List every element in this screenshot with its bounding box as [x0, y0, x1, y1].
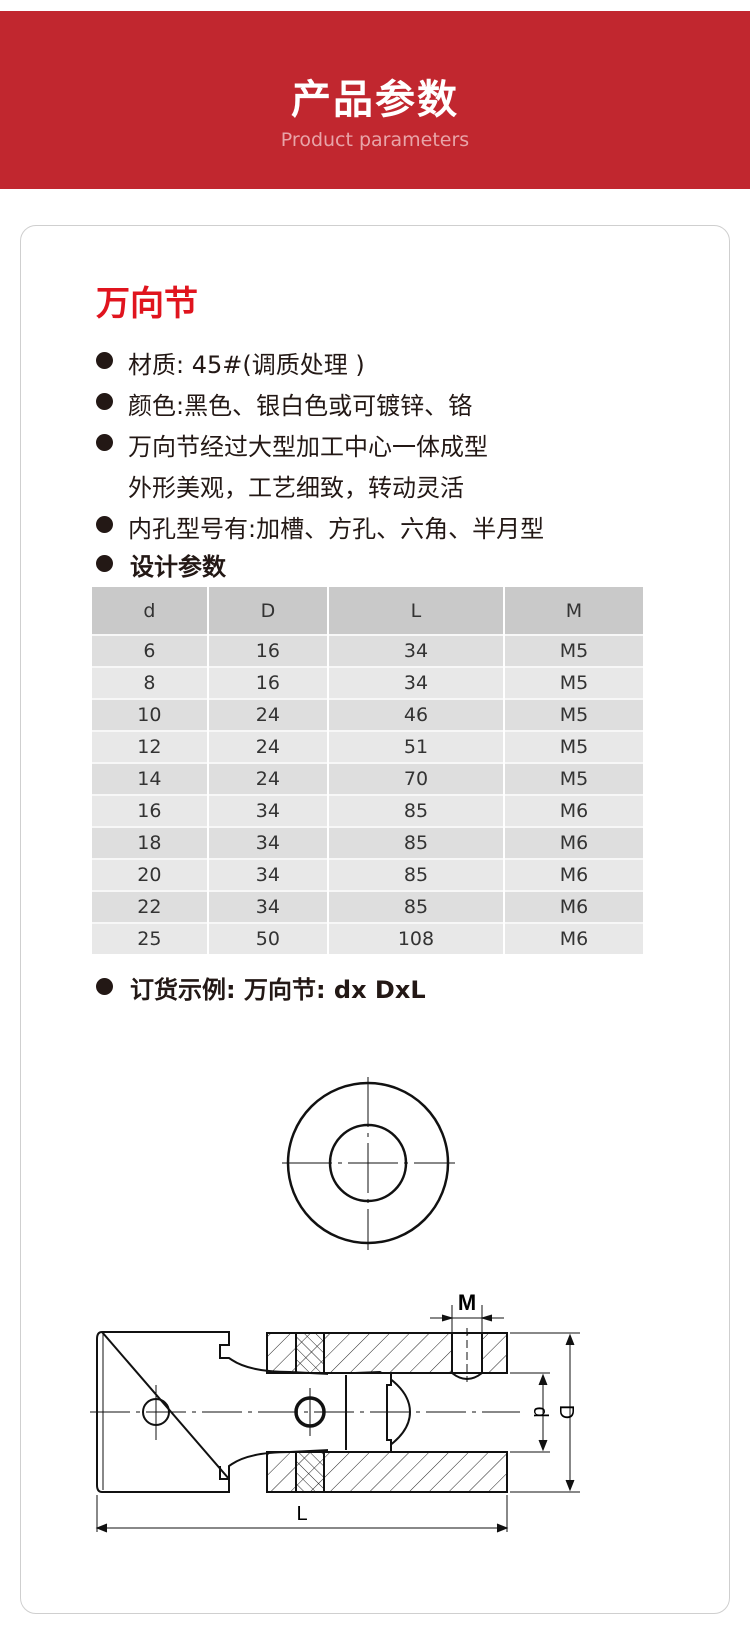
column-header-m: M — [503, 587, 646, 635]
label-d: d — [529, 1406, 551, 1417]
page-subtitle: Product parameters — [280, 129, 470, 151]
table-cell: 16 — [207, 666, 330, 699]
bullet-material: 材质: 45#(调质处理 ) — [128, 351, 365, 379]
dimension-lines — [95, 1305, 580, 1533]
table-cell: 8 — [92, 666, 209, 699]
table-cell: 25 — [92, 922, 209, 954]
table-cell: M6 — [503, 826, 646, 859]
table-cell: 16 — [92, 794, 209, 827]
table-row: 12 24 51 M5 — [92, 730, 646, 763]
table-row: 25 50 108 M6 — [92, 922, 646, 954]
table-cell: 34 — [207, 890, 330, 923]
table-cell: M5 — [503, 762, 646, 795]
table-cell: 34 — [207, 794, 330, 827]
table-cell: 24 — [207, 698, 330, 731]
bullet-color: 颜色:黑色、银白色或可镀锌、铬 — [128, 392, 473, 420]
table-row: 14 24 70 M5 — [92, 762, 646, 795]
table-row: 6 16 34 M5 — [92, 634, 646, 667]
column-header-d: d — [92, 587, 209, 635]
table-cell: 85 — [328, 858, 505, 891]
label-D: D — [555, 1405, 577, 1419]
table-row: 18 34 85 M6 — [92, 826, 646, 859]
column-header-d: D — [207, 587, 330, 635]
table-cell: 20 — [92, 858, 209, 891]
table-row: 22 34 85 M6 — [92, 890, 646, 923]
table-cell: 85 — [328, 826, 505, 859]
end-view — [282, 1077, 455, 1250]
bullet-icon — [96, 978, 113, 995]
page-title: 产品参数 — [291, 77, 459, 123]
label-L: L — [296, 1503, 307, 1525]
bullet-process-cont: 外形美观，工艺细致，转动灵活 — [128, 474, 464, 502]
bullet-icon — [96, 516, 113, 533]
bullet-icon — [96, 393, 113, 410]
table-cell: M5 — [503, 634, 646, 667]
table-cell: 34 — [207, 826, 330, 859]
table-cell: 14 — [92, 762, 209, 795]
table-cell: M5 — [503, 698, 646, 731]
table-cell: 108 — [328, 922, 505, 954]
table-cell: 24 — [207, 762, 330, 795]
table-cell: 6 — [92, 634, 209, 667]
table-cell: 50 — [207, 922, 330, 954]
table-cell: 24 — [207, 730, 330, 763]
table-row: 10 24 46 M5 — [92, 698, 646, 731]
table-cell: 10 — [92, 698, 209, 731]
table-cell: M6 — [503, 858, 646, 891]
label-M: M — [458, 1290, 476, 1315]
bullet-icon — [96, 555, 113, 572]
bullet-process: 万向节经过大型加工中心一体成型 — [128, 433, 488, 461]
table-cell: M5 — [503, 666, 646, 699]
bullet-bore: 内孔型号有:加槽、方孔、六角、半月型 — [128, 515, 545, 543]
table-cell: 16 — [207, 634, 330, 667]
bullet-icon — [96, 434, 113, 451]
table-cell: 34 — [207, 858, 330, 891]
table-cell: 22 — [92, 890, 209, 923]
table-cell: 34 — [328, 634, 505, 667]
table-cell: 34 — [328, 666, 505, 699]
table-row: 16 34 85 M6 — [92, 794, 646, 827]
table-cell: M6 — [503, 922, 646, 954]
table-cell: 85 — [328, 890, 505, 923]
table-cell: 46 — [328, 698, 505, 731]
table-cell: 85 — [328, 794, 505, 827]
table-cell: 70 — [328, 762, 505, 795]
table-row: 8 16 34 M5 — [92, 666, 646, 699]
product-card — [20, 225, 730, 1614]
side-view — [90, 1328, 520, 1493]
table-cell: 51 — [328, 730, 505, 763]
column-header-l: L — [328, 587, 505, 635]
design-heading: 设计参数 — [130, 553, 226, 581]
table-row: 20 34 85 M6 — [92, 858, 646, 891]
table-cell: M5 — [503, 730, 646, 763]
bullet-icon — [96, 352, 113, 369]
table-cell: 12 — [92, 730, 209, 763]
product-title: 万向节 — [96, 284, 198, 324]
header-banner: 产品参数 Product parameters — [0, 11, 750, 189]
table-cell: M6 — [503, 890, 646, 923]
table-cell: M6 — [503, 794, 646, 827]
table-cell: 18 — [92, 826, 209, 859]
order-example: 订货示例: 万向节: dx DxL — [130, 976, 426, 1004]
